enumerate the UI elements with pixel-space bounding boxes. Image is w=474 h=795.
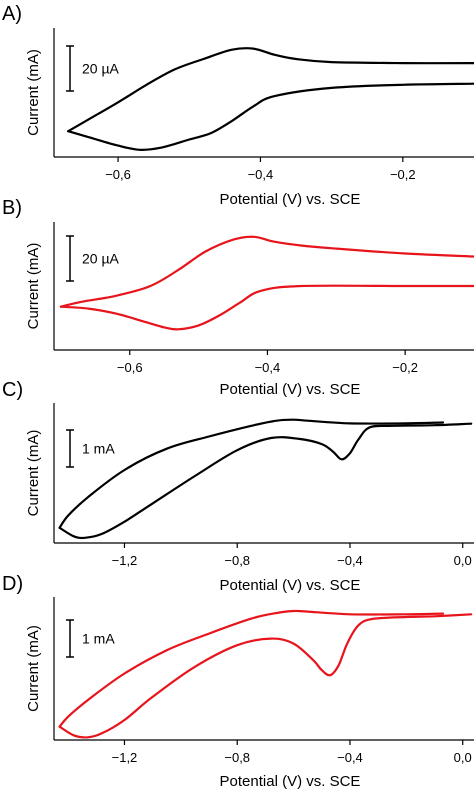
scale-bar-label: 20 µA (82, 251, 120, 267)
y-axis-title: Current (mA) (25, 49, 42, 136)
x-axis-title: Potential (V) vs. SCE (220, 191, 361, 208)
chart-panel-1: A) −0,6 −0,4 −0,2 Potential (V) vs. SCE Curre… (2, 3, 474, 208)
series-line-2 (59, 284, 474, 331)
series-line-2 (67, 82, 474, 151)
y-axis-title: Current (mA) (25, 243, 42, 330)
panel-label: C) (2, 379, 23, 401)
x-tick-label: −0,4 (248, 167, 274, 182)
x-tick-label: 0,0 (454, 553, 472, 568)
panel-label: A) (2, 3, 22, 25)
x-tick-label: −0,8 (224, 553, 250, 568)
series-line-2 (58, 422, 473, 540)
panel-label: B) (2, 197, 22, 219)
x-tick-label: −1,2 (112, 750, 138, 765)
x-tick-label: −1,2 (112, 553, 138, 568)
x-tick-label: −0,6 (117, 360, 143, 375)
chart-panel-4: D) −1,2 −0,8 −0,4 0,0 Potential (V) vs. SCE Cu… (2, 573, 474, 790)
chart-panel-2: B) −0,6 −0,4 −0,2 Potential (V) vs. SCE Curre… (2, 197, 474, 398)
x-tick-label: −0,4 (255, 360, 281, 375)
x-tick-label: −0,2 (390, 167, 416, 182)
panel-label: D) (2, 573, 23, 595)
scale-bar-label: 1 mA (82, 631, 115, 647)
chart-panel-3: C) −1,2 −0,8 −0,4 0,0 Potential (V) vs. SCE Cu… (2, 379, 474, 594)
y-axis-title: Current (mA) (25, 430, 42, 517)
series-line-1 (67, 47, 474, 133)
x-tick-label: −0,8 (224, 750, 250, 765)
y-axis-title: Current (mA) (25, 625, 42, 712)
x-tick-label: −0,4 (337, 553, 363, 568)
series-line-1 (58, 418, 445, 529)
x-axis-title: Potential (V) vs. SCE (220, 381, 361, 398)
series-line-2 (58, 613, 473, 739)
series-line-1 (58, 609, 445, 728)
x-axis-title: Potential (V) vs. SCE (220, 773, 361, 790)
x-axis-title: Potential (V) vs. SCE (220, 577, 361, 594)
x-tick-label: 0,0 (454, 750, 472, 765)
x-tick-label: −0,2 (392, 360, 418, 375)
scale-bar-label: 1 mA (82, 441, 115, 457)
scale-bar-label: 20 µA (82, 61, 120, 77)
x-tick-label: −0,6 (105, 167, 131, 182)
series-line-1 (59, 235, 474, 308)
x-tick-label: −0,4 (337, 750, 363, 765)
